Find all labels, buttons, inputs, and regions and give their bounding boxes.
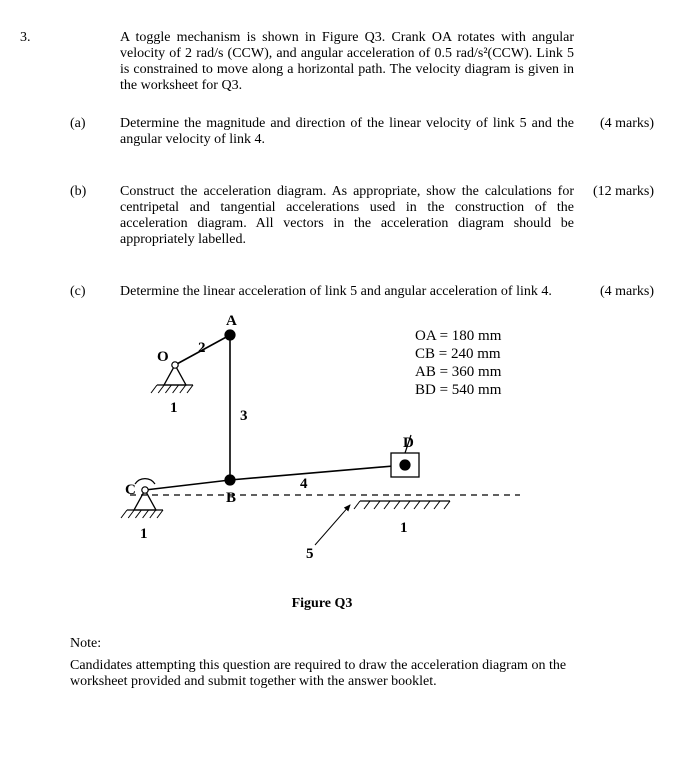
svg-text:1: 1 [400,520,408,536]
svg-text:O: O [157,349,169,365]
svg-text:OA = 180 mm: OA = 180 mm [415,328,502,344]
svg-text:1: 1 [170,400,178,416]
figure-svg: A O B C D 2 3 4 5 1 1 1 OA = 180 mm CB = 240 mm AB = 3… [70,310,570,590]
note-block: Note: Candidates attempting this questio… [70,636,574,690]
svg-text:4: 4 [300,476,308,492]
part-label-b: (b) [70,184,120,248]
question-container: 3. A toggle mechanism is shown in Figure… [20,30,654,690]
svg-text:CB = 240 mm: CB = 240 mm [415,346,501,362]
svg-text:A: A [226,313,237,329]
svg-text:5: 5 [306,546,314,562]
part-marks-c: (4 marks) [574,284,654,300]
part-text-c: Determine the linear acceleration of lin… [120,284,574,300]
note-heading: Note: [70,636,574,652]
figure-block: A O B C D 2 3 4 5 1 1 1 OA = 180 mm CB = 240 mm AB = 3… [70,310,654,612]
note-text: Candidates attempting this question are … [70,658,574,690]
part-marks-b: (12 marks) [574,184,654,248]
figure-caption: Figure Q3 [70,596,574,612]
svg-text:BD = 540 mm: BD = 540 mm [415,382,502,398]
svg-text:AB = 360 mm: AB = 360 mm [415,364,502,380]
part-label-a: (a) [70,116,120,148]
svg-text:3: 3 [240,408,248,424]
svg-text:C: C [125,482,136,498]
svg-text:D: D [403,435,414,451]
part-label-c: (c) [70,284,120,300]
svg-text:B: B [226,490,236,506]
part-text-b: Construct the acceleration diagram. As a… [120,184,574,248]
svg-text:1: 1 [140,526,148,542]
question-intro: A toggle mechanism is shown in Figure Q3… [120,30,574,94]
question-number: 3. [20,30,70,94]
part-text-a: Determine the magnitude and direction of… [120,116,574,148]
part-marks-a: (4 marks) [574,116,654,148]
svg-text:2: 2 [198,340,206,356]
